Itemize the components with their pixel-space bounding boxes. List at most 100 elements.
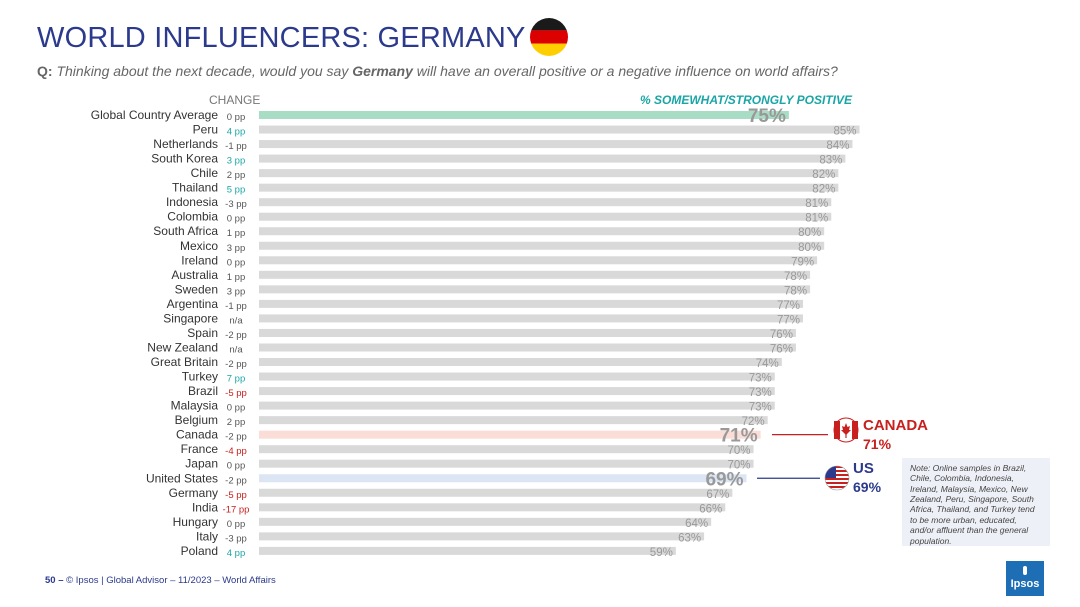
change-label-malaysia: 0 pp — [227, 403, 246, 414]
country-label-mexico: Mexico — [180, 239, 218, 253]
country-label-global-country-average: Global Country Average — [91, 108, 219, 122]
change-column-header: CHANGE — [209, 93, 261, 107]
bar-peru — [259, 125, 860, 134]
bar-great-britain — [259, 358, 782, 367]
bar-ireland — [259, 256, 818, 265]
country-label-brazil: Brazil — [188, 384, 218, 398]
change-label-brazil: -5 pp — [225, 388, 247, 399]
us-callout-name: US — [853, 460, 874, 477]
country-label-turkey: Turkey — [182, 370, 218, 384]
change-label-colombia: 0 pp — [227, 214, 246, 225]
bar-indonesia — [259, 198, 832, 207]
country-label-india: India — [192, 500, 218, 514]
country-label-france: France — [181, 442, 219, 456]
value-label-argentina: 77% — [777, 300, 800, 312]
change-label-thailand: 5 pp — [227, 185, 246, 196]
country-label-peru: Peru — [193, 123, 218, 137]
change-label-spain: -2 pp — [225, 330, 247, 341]
bar-singapore — [259, 314, 804, 323]
bar-france — [259, 445, 754, 454]
country-label-sweden: Sweden — [175, 282, 218, 296]
value-label-singapore: 77% — [777, 314, 800, 326]
country-label-great-britain: Great Britain — [151, 355, 218, 369]
country-label-hungary: Hungary — [173, 515, 218, 529]
change-label-south-africa: 1 pp — [227, 228, 246, 239]
country-label-netherlands: Netherlands — [153, 137, 218, 151]
bar-canada — [259, 430, 761, 439]
country-label-singapore: Singapore — [163, 311, 218, 325]
value-label-poland: 59% — [650, 547, 673, 559]
question-country: Germany — [352, 63, 413, 79]
bar-colombia — [259, 212, 832, 221]
change-label-india: -17 pp — [223, 504, 250, 515]
country-label-chile: Chile — [191, 166, 219, 180]
value-label-italy: 63% — [678, 532, 701, 544]
ipsos-logo: Ipsos — [1006, 561, 1044, 596]
canada-flag-icon — [833, 417, 859, 443]
change-label-great-britain: -2 pp — [225, 359, 247, 370]
value-label-malaysia: 73% — [749, 402, 772, 414]
value-label-ireland: 79% — [791, 256, 814, 268]
bar-chile — [259, 169, 839, 178]
change-label-japan: 0 pp — [227, 461, 246, 472]
bar-belgium — [259, 416, 768, 425]
question-text-2: will have an overall positive or a negat… — [412, 63, 838, 79]
country-label-south-africa: South Africa — [153, 224, 218, 238]
country-label-australia: Australia — [171, 268, 218, 282]
value-label-japan: 70% — [728, 460, 751, 472]
value-label-south-korea: 83% — [819, 155, 842, 167]
footer-text: © Ipsos | Global Advisor – 11/2023 – Wor… — [66, 575, 276, 586]
country-label-malaysia: Malaysia — [171, 399, 219, 413]
bar-argentina — [259, 299, 804, 308]
bar-netherlands — [259, 140, 853, 149]
change-label-south-korea: 3 pp — [227, 156, 246, 167]
value-label-peru: 85% — [833, 126, 856, 138]
canada-callout-name: CANADA — [863, 417, 928, 434]
change-label-new-zealand: n/a — [229, 344, 243, 355]
country-label-spain: Spain — [187, 326, 218, 340]
bar-south-korea — [259, 154, 846, 163]
change-label-italy: -3 pp — [225, 533, 247, 544]
change-label-argentina: -1 pp — [225, 301, 247, 312]
bar-united-states — [259, 474, 747, 483]
bar-new-zealand — [259, 343, 796, 352]
change-label-hungary: 0 pp — [227, 519, 246, 530]
change-label-singapore: n/a — [229, 315, 243, 326]
change-label-turkey: 7 pp — [227, 374, 246, 385]
change-label-germany: -5 pp — [225, 490, 247, 501]
value-label-mexico: 80% — [798, 242, 821, 254]
change-label-mexico: 3 pp — [227, 243, 246, 254]
value-label-global-country-average: 75% — [748, 106, 786, 127]
value-label-indonesia: 81% — [805, 198, 828, 210]
canada-callout-value: 71% — [863, 436, 892, 452]
change-label-peru: 4 pp — [227, 127, 246, 138]
value-label-chile: 82% — [812, 169, 835, 181]
bar-thailand — [259, 183, 839, 192]
positive-column-header: % SOMEWHAT/STRONGLY POSITIVE — [640, 93, 853, 107]
bar-spain — [259, 328, 796, 337]
change-label-sweden: 3 pp — [227, 286, 246, 297]
change-label-global-country-average: 0 pp — [227, 112, 246, 123]
country-label-south-korea: South Korea — [151, 152, 218, 166]
value-label-south-africa: 80% — [798, 227, 821, 239]
change-label-united-states: -2 pp — [225, 475, 247, 486]
value-label-turkey: 73% — [749, 373, 772, 385]
value-label-netherlands: 84% — [826, 140, 849, 152]
bar-germany — [259, 488, 733, 497]
bar-japan — [259, 459, 754, 468]
change-label-ireland: 0 pp — [227, 257, 246, 268]
value-label-australia: 78% — [784, 271, 807, 283]
us-flag-icon — [824, 465, 850, 491]
value-label-colombia: 81% — [805, 213, 828, 225]
value-label-germany: 67% — [706, 489, 729, 501]
country-label-poland: Poland — [181, 544, 218, 558]
country-label-ireland: Ireland — [181, 253, 218, 267]
value-label-belgium: 72% — [742, 416, 765, 428]
bar-south-africa — [259, 227, 825, 236]
country-label-germany: Germany — [169, 486, 218, 500]
change-label-poland: 4 pp — [227, 548, 246, 559]
change-label-netherlands: -1 pp — [225, 141, 247, 152]
value-label-new-zealand: 76% — [770, 343, 793, 355]
question-text-1: Thinking about the next decade, would yo… — [56, 63, 353, 79]
